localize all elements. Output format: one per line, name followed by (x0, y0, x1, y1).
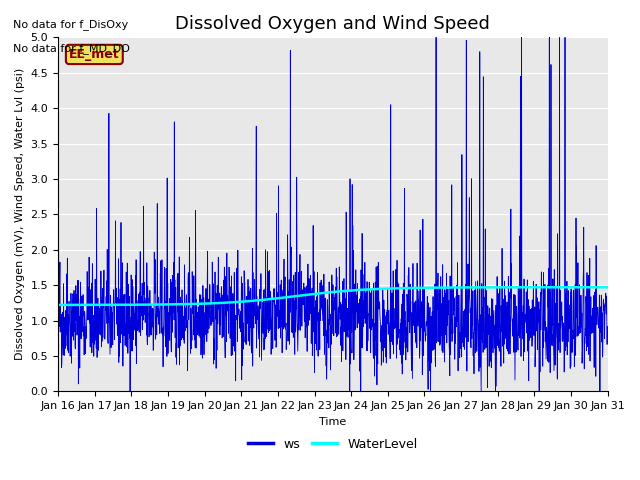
Y-axis label: Dissolved Oxygen (mV), Wind Speed, Water Lvl (psi): Dissolved Oxygen (mV), Wind Speed, Water… (15, 68, 25, 360)
Text: EE_met: EE_met (69, 48, 120, 61)
Legend: ws, WaterLevel: ws, WaterLevel (243, 433, 422, 456)
Text: No data for f_MD_DO: No data for f_MD_DO (13, 43, 130, 54)
Text: No data for f_DisOxy: No data for f_DisOxy (13, 19, 128, 30)
X-axis label: Time: Time (319, 417, 346, 427)
Title: Dissolved Oxygen and Wind Speed: Dissolved Oxygen and Wind Speed (175, 15, 490, 33)
